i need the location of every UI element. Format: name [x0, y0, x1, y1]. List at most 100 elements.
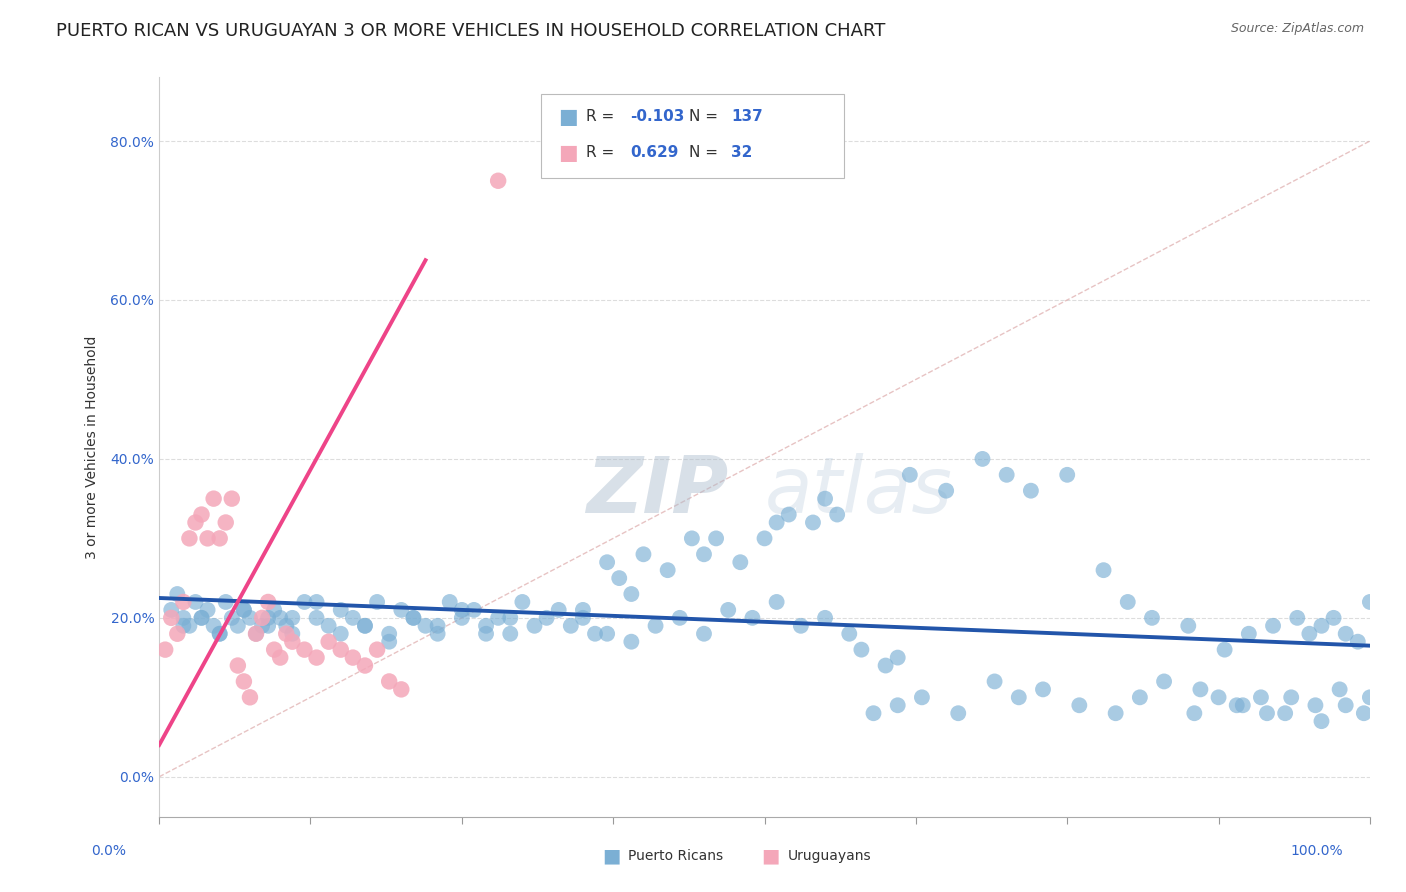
Point: [547, 603, 569, 617]
Point: [741, 611, 763, 625]
Point: [439, 595, 461, 609]
Point: [886, 650, 908, 665]
Text: 0.0%: 0.0%: [91, 844, 127, 857]
Point: [305, 595, 328, 609]
Point: [426, 626, 449, 640]
Point: [983, 674, 1005, 689]
Point: [838, 626, 860, 640]
Text: 0.629: 0.629: [630, 145, 678, 160]
Point: [475, 619, 498, 633]
Point: [814, 491, 837, 506]
Point: [730, 555, 752, 569]
Point: [269, 650, 291, 665]
Point: [160, 603, 183, 617]
Point: [276, 619, 298, 633]
Point: [596, 626, 619, 640]
Point: [226, 658, 249, 673]
Point: [596, 555, 619, 569]
Point: [536, 611, 558, 625]
Point: [1056, 467, 1078, 482]
Text: 100.0%: 100.0%: [1291, 844, 1343, 857]
Point: [166, 587, 188, 601]
Text: Source: ZipAtlas.com: Source: ZipAtlas.com: [1230, 22, 1364, 36]
Point: [1347, 634, 1369, 648]
Point: [1322, 611, 1344, 625]
Point: [221, 611, 243, 625]
Point: [499, 611, 522, 625]
Point: [814, 611, 837, 625]
Point: [415, 619, 437, 633]
Point: [366, 642, 388, 657]
Point: [281, 626, 304, 640]
Point: [250, 619, 273, 633]
Point: [790, 619, 813, 633]
Point: [305, 650, 328, 665]
Point: [765, 595, 787, 609]
Point: [1256, 706, 1278, 721]
Point: [1069, 698, 1091, 713]
Text: atlas: atlas: [765, 453, 952, 529]
Point: [215, 516, 238, 530]
Point: [862, 706, 884, 721]
Point: [607, 571, 630, 585]
Point: [1261, 619, 1284, 633]
Point: [754, 532, 776, 546]
Point: [1279, 690, 1302, 705]
Point: [1334, 626, 1357, 640]
Point: [153, 642, 176, 657]
Point: [693, 626, 716, 640]
Point: [620, 587, 643, 601]
Point: [166, 626, 188, 640]
Text: ZIP: ZIP: [586, 453, 728, 529]
Point: [475, 626, 498, 640]
Point: [1116, 595, 1139, 609]
Point: [620, 634, 643, 648]
Point: [1358, 595, 1381, 609]
Text: 137: 137: [731, 110, 763, 124]
Point: [898, 467, 921, 482]
Point: [263, 603, 285, 617]
Point: [1274, 706, 1296, 721]
Point: [486, 611, 509, 625]
Point: [426, 619, 449, 633]
Point: [354, 619, 377, 633]
Point: [668, 611, 690, 625]
Point: [257, 619, 280, 633]
Point: [1358, 690, 1381, 705]
Text: PUERTO RICAN VS URUGUAYAN 3 OR MORE VEHICLES IN HOUSEHOLD CORRELATION CHART: PUERTO RICAN VS URUGUAYAN 3 OR MORE VEHI…: [56, 22, 886, 40]
Point: [1177, 619, 1199, 633]
Point: [948, 706, 970, 721]
Point: [935, 483, 957, 498]
Point: [402, 611, 425, 625]
Point: [172, 611, 194, 625]
Point: [1237, 626, 1260, 640]
Text: Puerto Ricans: Puerto Ricans: [628, 849, 724, 863]
Point: [305, 611, 328, 625]
Point: [172, 619, 194, 633]
Point: [1153, 674, 1175, 689]
Text: ■: ■: [602, 847, 621, 866]
Point: [329, 642, 352, 657]
Point: [1286, 611, 1309, 625]
Point: [765, 516, 787, 530]
Point: [1329, 682, 1351, 697]
Point: [1140, 611, 1163, 625]
Point: [572, 603, 595, 617]
Text: R =: R =: [586, 145, 620, 160]
Point: [911, 690, 934, 705]
Point: [263, 642, 285, 657]
Point: [450, 603, 472, 617]
Point: [1213, 642, 1236, 657]
Point: [184, 595, 207, 609]
Text: N =: N =: [689, 110, 723, 124]
Point: [179, 532, 201, 546]
Point: [1310, 714, 1333, 728]
Text: ■: ■: [761, 847, 780, 866]
Point: [245, 626, 267, 640]
Point: [1310, 619, 1333, 633]
Point: [1032, 682, 1054, 697]
Point: [257, 611, 280, 625]
Point: [257, 595, 280, 609]
Point: [250, 611, 273, 625]
Point: [329, 603, 352, 617]
